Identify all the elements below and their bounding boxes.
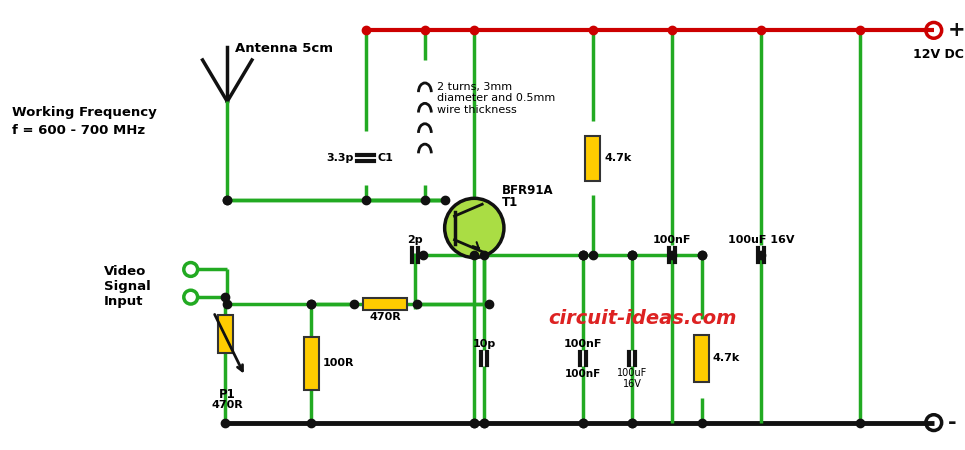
Bar <box>218 315 233 353</box>
Text: f = 600 - 700 MHz: f = 600 - 700 MHz <box>12 124 145 137</box>
Circle shape <box>445 198 504 257</box>
Text: 4.7k: 4.7k <box>604 153 631 163</box>
Text: 100R: 100R <box>322 358 354 369</box>
Text: 470R: 470R <box>370 312 401 323</box>
Text: 100uF 16V: 100uF 16V <box>728 235 794 245</box>
Text: Working Frequency: Working Frequency <box>12 107 156 119</box>
Text: 470R: 470R <box>211 400 243 410</box>
Text: 10p: 10p <box>473 339 496 349</box>
Text: 2p: 2p <box>407 235 423 245</box>
Text: 12V DC: 12V DC <box>913 48 964 61</box>
Text: 100nF: 100nF <box>565 369 601 379</box>
Text: 100nF: 100nF <box>564 339 602 349</box>
Text: 3.3p: 3.3p <box>326 153 354 163</box>
Bar <box>694 335 709 382</box>
Text: P1: P1 <box>219 388 235 401</box>
Text: +: + <box>948 20 965 40</box>
Text: 4.7k: 4.7k <box>713 353 740 364</box>
Text: circuit-ideas.com: circuit-ideas.com <box>548 309 737 328</box>
Text: 100uF
16V: 100uF 16V <box>618 368 648 389</box>
Text: BFR91A: BFR91A <box>502 184 554 198</box>
Text: 100nF: 100nF <box>652 235 691 245</box>
Text: 2 turns, 3mm
diameter and 0.5mm
wire thickness: 2 turns, 3mm diameter and 0.5mm wire thi… <box>437 82 555 115</box>
Text: T1: T1 <box>502 196 518 209</box>
Text: Video
Signal
Input: Video Signal Input <box>104 265 151 307</box>
Bar <box>304 337 318 390</box>
Text: C1: C1 <box>377 153 394 163</box>
Bar <box>363 297 407 310</box>
Text: Antenna 5cm: Antenna 5cm <box>235 42 333 55</box>
Text: -: - <box>948 413 956 432</box>
Bar <box>586 136 600 180</box>
